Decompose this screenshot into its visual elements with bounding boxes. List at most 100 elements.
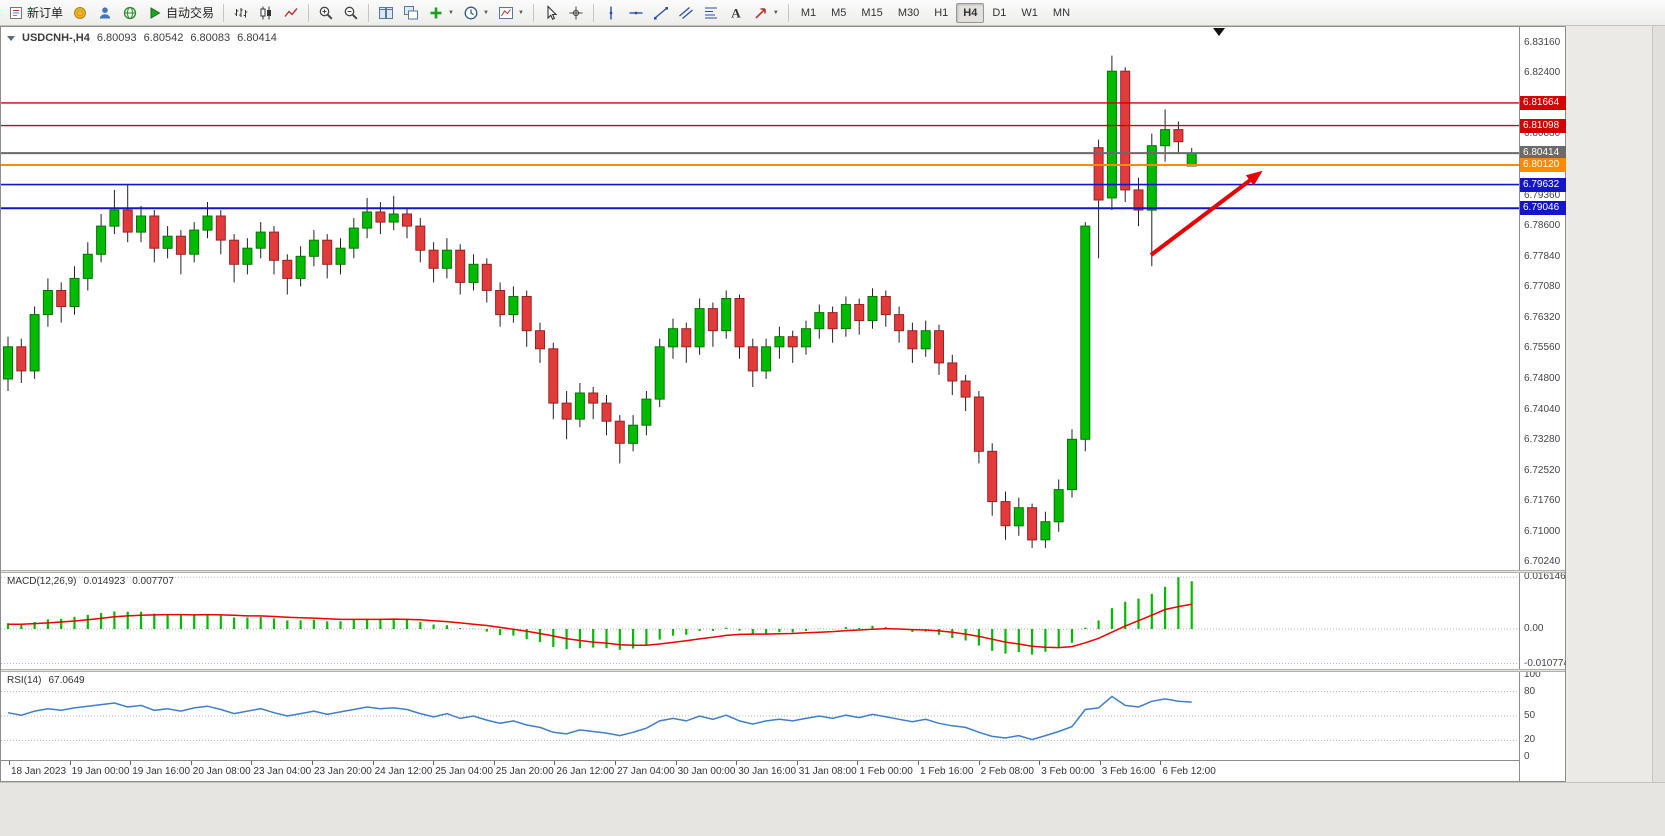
timeframe-m1-button[interactable]: M1 — [800, 6, 817, 19]
hline-icon — [628, 5, 644, 21]
rsi-axis-label: 80 — [1524, 685, 1536, 697]
indicators-button[interactable]: ▼ — [424, 2, 458, 24]
candle-body — [1080, 225, 1091, 440]
cascade-icon — [403, 5, 419, 21]
timeframe-m15-button[interactable]: M15 — [861, 6, 883, 19]
candlestick-chart-button[interactable] — [254, 2, 278, 24]
time-axis-label: 23 Jan 04:00 — [253, 766, 312, 777]
price-axis-label: 6.76320 — [1524, 311, 1561, 323]
dropdown-arrow-icon[interactable]: ▼ — [517, 9, 524, 16]
text-label-button[interactable]: A — [724, 2, 748, 24]
zoom-in-button[interactable] — [314, 2, 338, 24]
templates-button[interactable]: ▼ — [494, 2, 528, 24]
tile-windows-button[interactable] — [374, 2, 398, 24]
bars-chart-button[interactable] — [229, 2, 253, 24]
macd-axis-label: -0.010774 — [1524, 657, 1570, 669]
candle-body — [388, 213, 399, 223]
candle-body — [295, 255, 306, 279]
price-axis-label: 6.74800 — [1524, 372, 1561, 384]
candle-body — [561, 402, 572, 420]
trend-arrow[interactable] — [1149, 173, 1259, 257]
timeframe-mn-button[interactable]: MN — [1052, 6, 1071, 19]
candle-body — [1013, 507, 1024, 527]
horizontal-line-button[interactable] — [624, 2, 648, 24]
candle-body — [202, 215, 213, 231]
candle-body — [1173, 129, 1184, 143]
candle-body — [907, 330, 918, 350]
candle-body — [947, 362, 958, 382]
candle-body — [668, 328, 678, 348]
macd-plot[interactable] — [1, 573, 1519, 669]
vertical-line-button[interactable] — [599, 2, 623, 24]
price-level-badge: 6.81664 — [1520, 95, 1566, 110]
person-icon — [97, 5, 113, 21]
candle-body — [854, 304, 865, 322]
time-axis-label: 24 Jan 12:00 — [374, 766, 433, 777]
candle-body — [535, 330, 545, 350]
price-axis[interactable]: 6.83160 6.82400 6.80880 6.79360 6.78600 6.778… — [1519, 27, 1569, 781]
timeframe-m30-button[interactable]: M30 — [897, 6, 920, 19]
time-tick — [978, 761, 980, 765]
timeframe-w1-button[interactable]: W1 — [1021, 6, 1038, 19]
candle-body — [801, 328, 811, 348]
indicator-icon — [428, 5, 444, 21]
equidistant-channel-button[interactable] — [674, 2, 698, 24]
crosshair-button[interactable] — [564, 2, 588, 24]
candle-body — [1133, 189, 1144, 211]
community-button[interactable] — [93, 2, 117, 24]
price-axis-label: 6.70240 — [1524, 556, 1561, 568]
candle-body — [415, 225, 426, 251]
crosshair-icon — [568, 5, 584, 21]
right-gutter — [1566, 26, 1665, 782]
candle-body — [694, 308, 705, 348]
time-tick — [554, 761, 556, 765]
timeframe-m5-button[interactable]: M5 — [831, 6, 847, 19]
candle-body — [96, 225, 107, 255]
trendline-button[interactable] — [649, 2, 673, 24]
cascade-windows-button[interactable] — [399, 2, 423, 24]
price-axis-label: 6.74040 — [1524, 403, 1561, 415]
rsi-axis-label: 50 — [1524, 710, 1536, 721]
candle-body — [1000, 501, 1011, 527]
dropdown-arrow-icon[interactable]: ▼ — [482, 9, 489, 16]
candle-body — [269, 231, 279, 261]
candle-body — [960, 380, 971, 398]
zoom-in-icon — [318, 5, 334, 21]
candle-body — [468, 263, 479, 283]
pane-divider[interactable] — [1, 669, 1565, 672]
zoom-out-button[interactable] — [339, 2, 363, 24]
time-tick — [251, 761, 253, 765]
macd-signal-line — [8, 603, 1192, 649]
pane-divider[interactable] — [1, 570, 1565, 573]
web-terminal-button[interactable] — [118, 2, 142, 24]
vertical-scrollbar[interactable] — [1652, 26, 1665, 782]
rsi-plot[interactable] — [1, 672, 1519, 760]
candle-body — [774, 336, 785, 348]
line-chart-button[interactable] — [279, 2, 303, 24]
new-order-button[interactable]: 新订单 — [4, 2, 67, 24]
timeframe-h4-button[interactable]: H4 — [956, 2, 985, 23]
text-icon: A — [728, 5, 744, 21]
time-axis[interactable]: 18 Jan 2023 19 Jan 00:00 19 Jan 16:00 20 Ja… — [1, 760, 1519, 781]
candle-body — [574, 392, 585, 420]
timeframe-d1-button[interactable]: D1 — [992, 6, 1007, 19]
rsi-header: RSI(14) 67.0649 — [7, 675, 85, 686]
periods-button[interactable]: ▼ — [459, 2, 493, 24]
price-plot[interactable] — [1, 27, 1519, 570]
chart-shift-marker[interactable] — [1213, 28, 1225, 36]
autotrading-button[interactable]: 自动交易 — [143, 2, 218, 24]
cursor-button[interactable] — [539, 2, 563, 24]
rsi-axis-label: 100 — [1524, 669, 1541, 681]
arrow-objects-button[interactable]: ▼ — [749, 2, 783, 24]
candle-body — [29, 314, 40, 372]
one-click-trading-toggle-icon[interactable] — [7, 35, 15, 41]
chart-window: USDCNH-,H4 6.80093 6.80542 6.80083 6.804… — [0, 26, 1569, 782]
dropdown-arrow-icon[interactable]: ▼ — [772, 9, 779, 16]
chart-symbol-period: USDCNH-,H4 — [22, 32, 90, 44]
fibonacci-button[interactable] — [699, 2, 723, 24]
macd-axis-label: 0.016146 — [1524, 571, 1566, 583]
mql5-market-button[interactable] — [68, 2, 92, 24]
dropdown-arrow-icon[interactable]: ▼ — [448, 9, 454, 16]
candle-body — [734, 298, 745, 348]
timeframe-h1-button[interactable]: H1 — [934, 6, 949, 19]
